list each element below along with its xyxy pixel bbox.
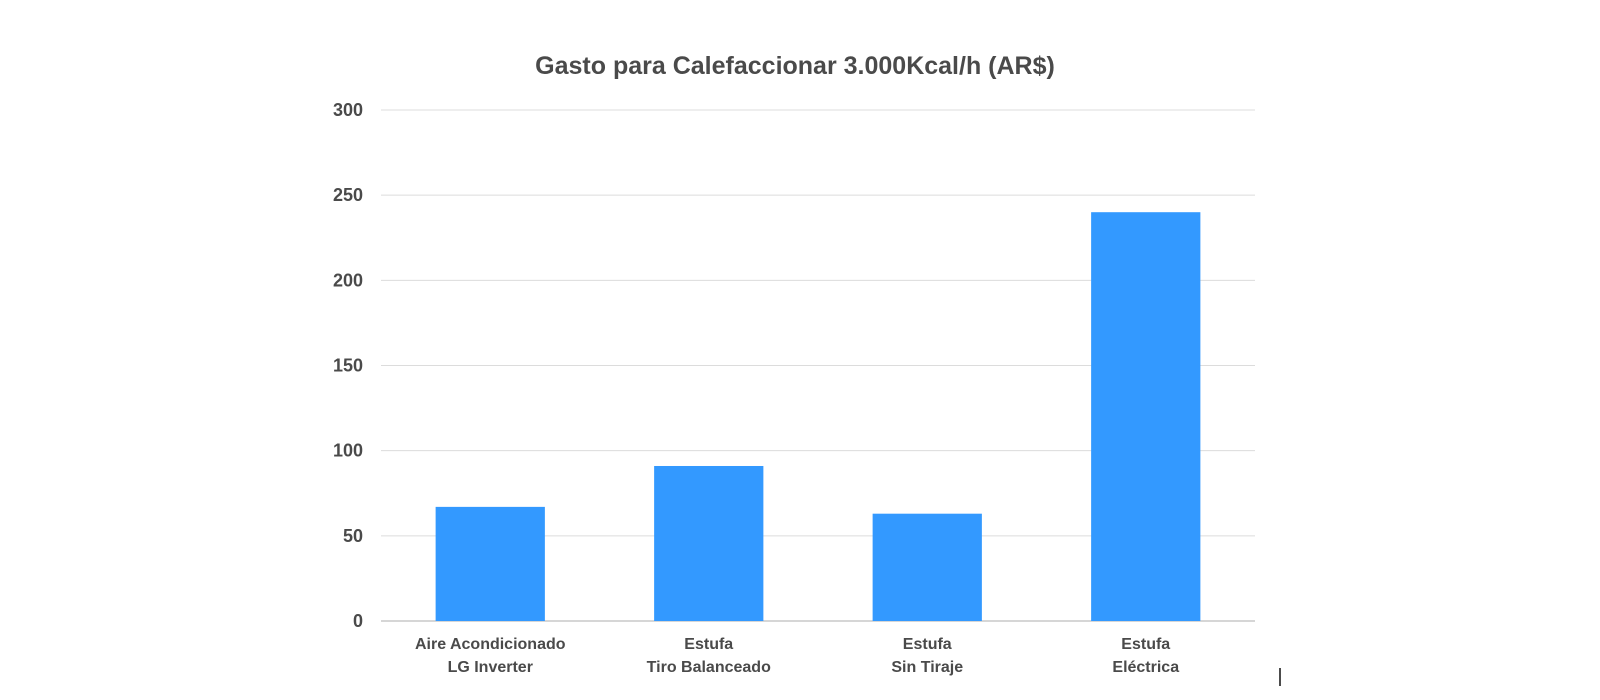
- x-tick-label-line: Tiro Balanceado: [647, 659, 771, 676]
- x-tick-label: Estufa Sin Tiraje: [891, 636, 963, 676]
- bars: [435, 212, 1201, 621]
- x-tick-label-line: LG Inverter: [448, 659, 533, 676]
- x-tick-label-line: Estufa: [903, 636, 952, 653]
- y-tick-label: 50: [343, 526, 363, 546]
- x-tick-label-line: Estufa: [684, 636, 733, 653]
- x-tick-label-line: Estufa: [1121, 636, 1170, 653]
- x-tick-label: Aire Acondicionado LG Inverter: [415, 636, 566, 676]
- bar: [1091, 212, 1201, 621]
- bar: [872, 513, 982, 621]
- y-tick-label: 300: [333, 100, 363, 120]
- x-axis-labels: Aire Acondicionado LG Inverter Estufa Tiro …: [415, 636, 1179, 676]
- chart-title: Gasto para Calefaccionar 3.000Kcal/h (AR…: [535, 52, 1055, 80]
- x-tick-label: Estufa Tiro Balanceado: [647, 636, 771, 676]
- x-tick-label-line: Aire Acondicionado: [415, 636, 566, 653]
- y-tick-label: 150: [333, 356, 363, 376]
- x-tick-label: Estufa Eléctrica: [1112, 636, 1179, 676]
- x-tick-label-line: Eléctrica: [1112, 659, 1179, 676]
- bar: [654, 465, 764, 621]
- y-tick-label: 250: [333, 185, 363, 205]
- y-tick-label: 0: [353, 611, 363, 631]
- bar: [435, 506, 545, 621]
- y-axis-ticks: 0 50 100 150 200 250 300: [333, 100, 363, 631]
- y-tick-label: 100: [333, 441, 363, 461]
- x-tick-label-line: Sin Tiraje: [891, 659, 963, 676]
- y-tick-label: 200: [333, 270, 363, 290]
